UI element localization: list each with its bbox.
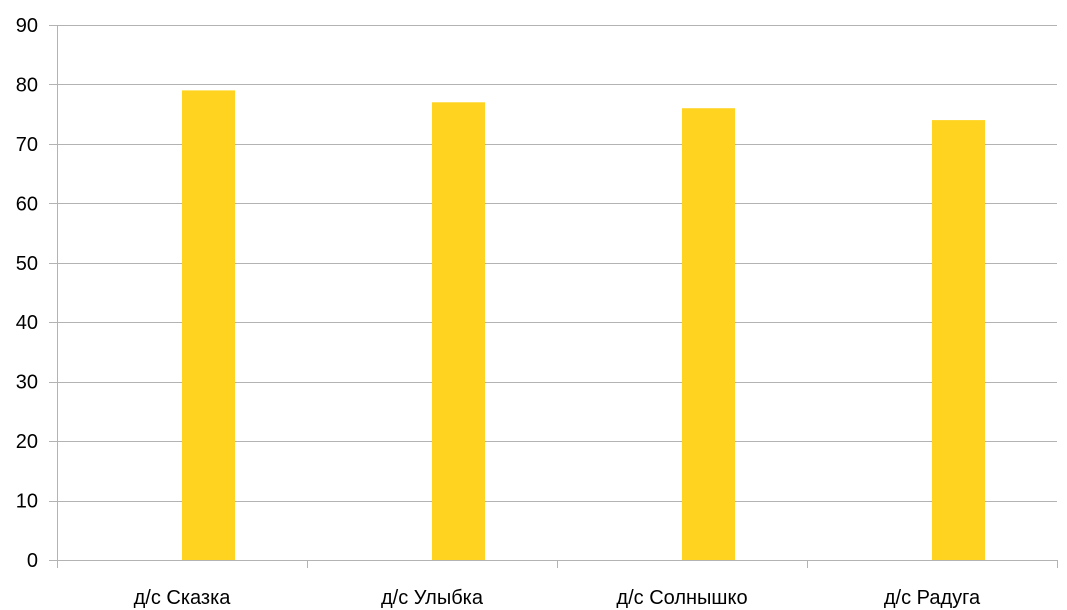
y-tick-label: 0 [27, 550, 38, 572]
y-tick-label: 90 [16, 15, 38, 37]
y-tick-label: 60 [16, 193, 38, 215]
y-tick-label: 20 [16, 431, 38, 453]
y-tick-label: 80 [16, 74, 38, 96]
y-tick-label: 40 [16, 312, 38, 334]
y-tick-label: 10 [16, 491, 38, 513]
y-tick-label: 70 [16, 134, 38, 156]
bar [682, 108, 735, 560]
bar [182, 90, 235, 560]
y-tick-labels: 0 10 20 30 40 50 60 70 80 90 [16, 15, 38, 572]
bar [932, 120, 985, 560]
y-tick-label: 50 [16, 253, 38, 275]
x-category-label: д/с Сказка [134, 587, 232, 609]
bar [432, 102, 485, 561]
x-category-label: д/с Улыбка [381, 587, 484, 609]
y-tick-label: 30 [16, 372, 38, 394]
x-category-labels: д/с Сказка д/с Улыбка д/с Солнышко д/с Раду… [134, 587, 981, 609]
x-category-label: д/с Солнышко [616, 587, 747, 609]
bars [182, 90, 985, 561]
x-category-label: д/с Радуга [884, 587, 981, 609]
axes [49, 25, 1058, 568]
